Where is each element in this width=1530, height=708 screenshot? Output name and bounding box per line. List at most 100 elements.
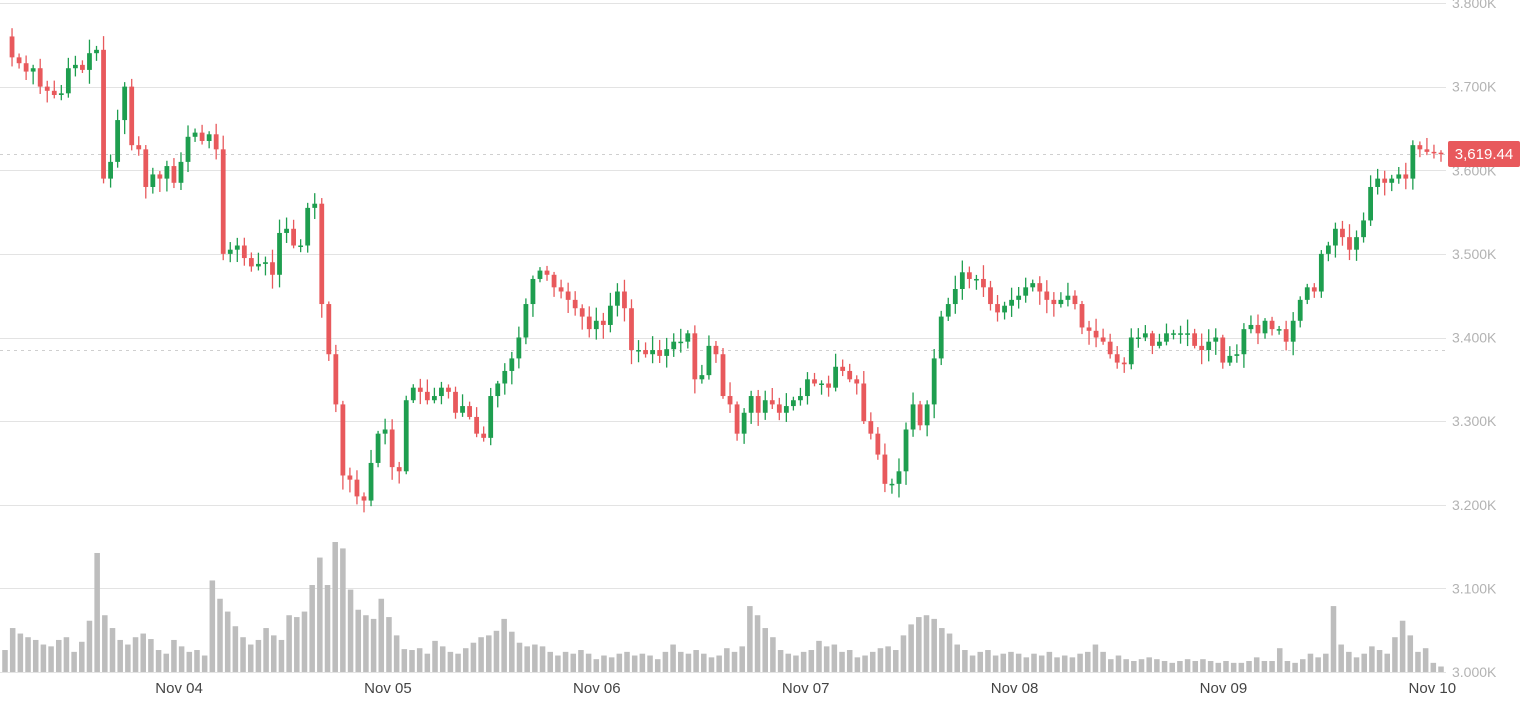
candle-down: [1424, 149, 1430, 152]
candle-down: [981, 278, 986, 288]
volume-bar: [9, 628, 16, 672]
volume-bar: [1307, 653, 1314, 672]
candle-down: [579, 308, 585, 317]
x-tick-label: Nov 08: [991, 680, 1039, 697]
candle-down: [995, 304, 1000, 313]
candle-up: [748, 396, 754, 413]
candle-up: [516, 337, 522, 359]
volume-bar: [63, 637, 70, 672]
candle-down: [1121, 362, 1127, 365]
volume-bar: [109, 628, 116, 672]
candle-up: [30, 68, 36, 72]
last-price-tag: 3,619.44: [1448, 140, 1520, 167]
grid-lines: [0, 3, 1446, 673]
candle-up: [1396, 174, 1402, 179]
candle-up: [94, 49, 99, 54]
candle-down: [1086, 327, 1092, 331]
x-tick-label: Nov 05: [364, 680, 412, 697]
volume-bar: [363, 615, 369, 672]
volume-bar: [178, 646, 185, 672]
volume-bar: [585, 653, 592, 672]
candle-up: [889, 483, 895, 486]
volume-bar: [32, 639, 39, 672]
y-tick-label: 3.300K: [1452, 413, 1497, 429]
volume-bar: [1246, 661, 1252, 672]
volume-bar: [831, 644, 838, 672]
candle-down: [80, 64, 85, 70]
candle-down: [755, 396, 761, 413]
candle-down: [1100, 337, 1106, 342]
candle-up: [108, 161, 113, 179]
volume-bar: [447, 651, 454, 672]
candle-down: [1417, 145, 1423, 150]
candle-up: [256, 263, 261, 267]
volume-bar: [1422, 648, 1429, 672]
candle-up: [1325, 245, 1331, 254]
volume-bar: [71, 651, 77, 672]
volume-bar: [94, 552, 100, 672]
candle-up: [1375, 178, 1381, 187]
candle-down: [340, 404, 346, 476]
volume-bar: [493, 630, 500, 672]
candlesticks: [9, 28, 1444, 513]
volume-bar: [1023, 657, 1030, 672]
candle-down: [769, 400, 775, 405]
candle-up: [58, 93, 64, 95]
candle-up: [263, 262, 268, 264]
x-tick-label: Nov 06: [573, 680, 621, 697]
volume-bar: [102, 615, 108, 672]
candle-up: [671, 341, 677, 350]
volume-bar: [770, 637, 776, 672]
candle-down: [1149, 333, 1155, 346]
volume-bar: [309, 585, 315, 672]
volume-bar: [916, 617, 922, 672]
candle-up: [1164, 333, 1169, 342]
candle-up: [1318, 253, 1324, 292]
volume-bar: [1108, 659, 1114, 672]
candle-up: [798, 396, 803, 401]
volume-bar: [670, 644, 676, 672]
volume-bar: [232, 626, 239, 672]
y-tick-label: 3.000K: [1452, 664, 1497, 680]
volume-bar: [201, 655, 208, 672]
candle-up: [523, 304, 529, 338]
volume-bar: [1438, 666, 1444, 672]
volume-bar: [731, 651, 738, 672]
volume-bar: [624, 651, 630, 672]
candle-down: [558, 287, 564, 292]
volume-bar: [332, 542, 338, 672]
candle-up: [537, 270, 543, 279]
candle-up: [150, 174, 156, 187]
volume-bar: [132, 637, 139, 672]
volume-bar: [939, 628, 945, 672]
candle-down: [9, 36, 15, 58]
volume-bar: [900, 635, 907, 672]
volume-bar: [885, 646, 891, 672]
candle-down: [319, 203, 325, 305]
candle-down: [241, 245, 247, 259]
volume-bar: [962, 650, 968, 672]
volume-bar: [478, 637, 484, 672]
volume-bar: [1169, 662, 1175, 672]
volume-bar: [171, 639, 177, 672]
volume-bar: [1399, 620, 1406, 672]
candle-up: [1157, 341, 1162, 346]
candle-down: [326, 304, 332, 355]
candle-down: [572, 299, 578, 309]
candle-up: [819, 383, 824, 385]
volume-bar: [562, 651, 569, 672]
volume-bar: [716, 655, 722, 672]
candle-up: [678, 341, 684, 344]
volume-bar: [1123, 659, 1129, 672]
candle-up: [227, 249, 233, 254]
volume-bar: [370, 618, 377, 672]
candle-up: [1213, 337, 1219, 342]
y-tick-label: 3.500K: [1452, 246, 1497, 262]
candle-down: [474, 416, 480, 434]
volume-bar: [777, 650, 784, 672]
volume-bar: [647, 655, 653, 672]
candle-down: [551, 274, 557, 288]
volume-bar: [462, 648, 469, 672]
